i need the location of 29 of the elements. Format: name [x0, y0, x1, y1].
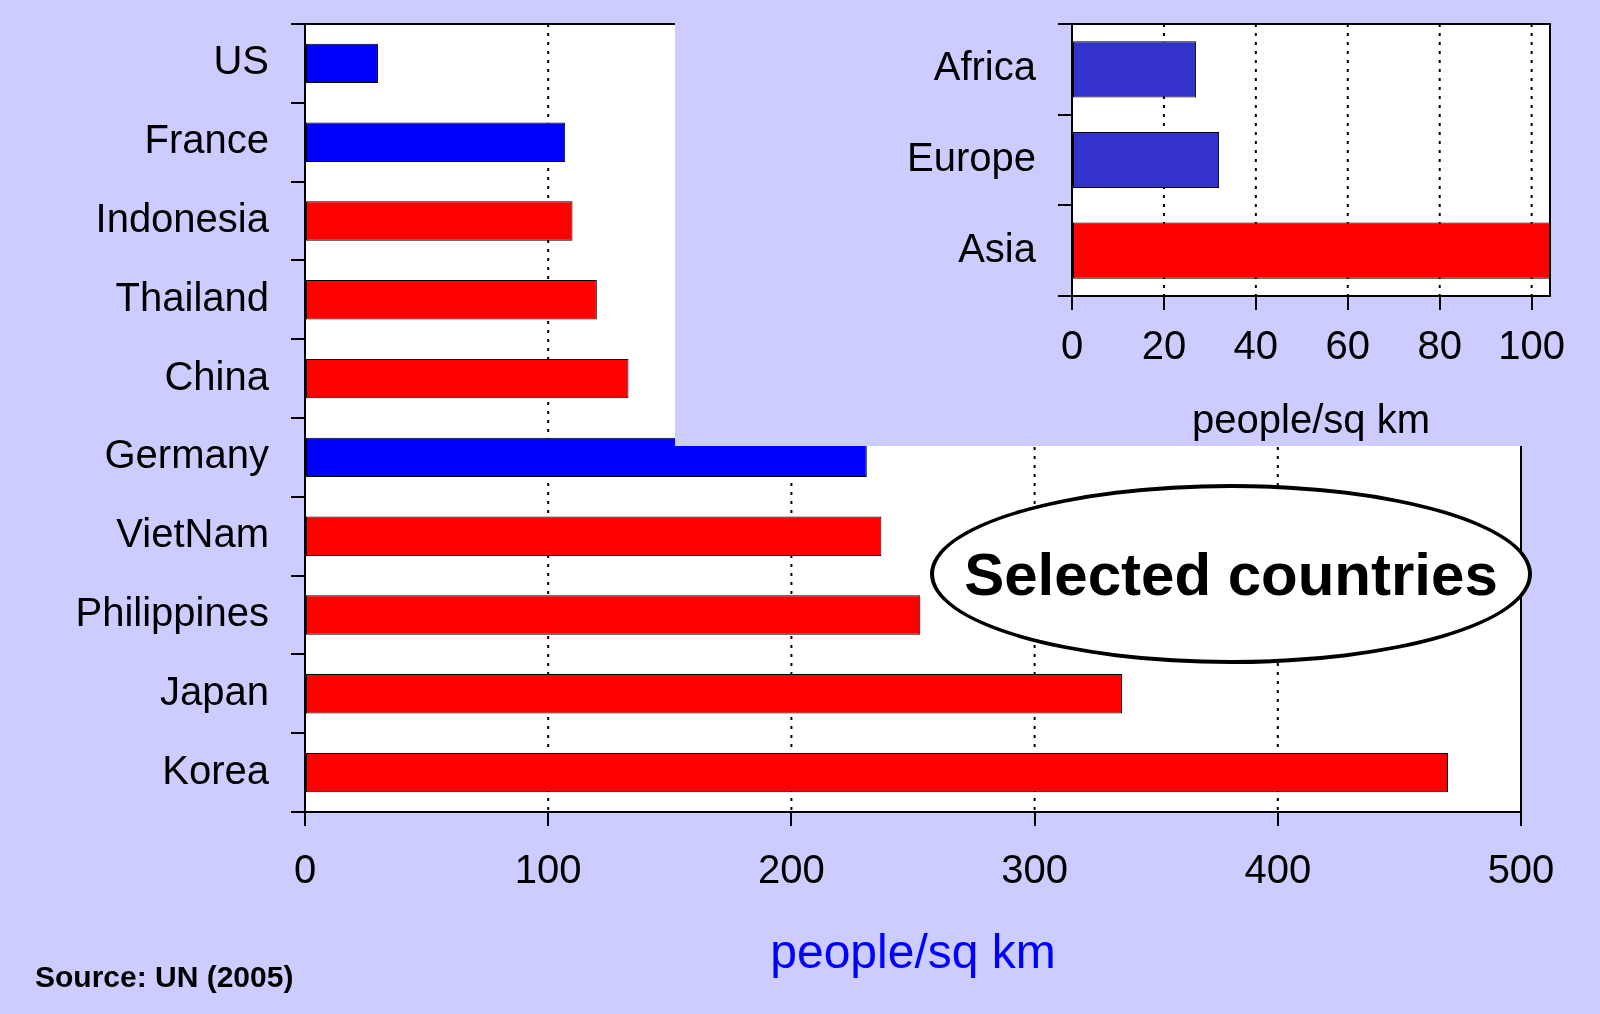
x-tick-label: 20	[1141, 323, 1187, 368]
y-tick-label: Philippines	[75, 590, 269, 635]
x-tick-label: 0	[293, 847, 317, 892]
x-tick-label: 300	[1001, 847, 1068, 892]
x-tick-label: 100	[1498, 323, 1565, 368]
y-tick-label: Africa	[933, 44, 1037, 89]
y-tick-label: Indonesia	[95, 196, 270, 241]
x-tick-label: 200	[758, 847, 825, 892]
x-tick-label: 100	[514, 847, 582, 892]
y-tick-label: US	[213, 38, 269, 83]
x-tick-label: 40	[1233, 323, 1279, 368]
y-tick-label: VietNam	[116, 511, 269, 556]
x-axis-title: people/sq km	[770, 925, 1056, 979]
y-tick-label: Korea	[162, 747, 270, 792]
x-tick-label: 0	[1060, 323, 1084, 368]
x-tick-label: 80	[1417, 323, 1462, 368]
x-tick-label: 500	[1487, 847, 1555, 892]
x-tick-label: 400	[1244, 847, 1312, 892]
y-tick-label: Japan	[160, 668, 269, 713]
y-tick-label: Thailand	[115, 274, 269, 319]
source-note: Source: UN (2005)	[35, 960, 294, 994]
y-tick-label: China	[164, 353, 270, 398]
y-tick-label: Europe	[907, 135, 1036, 180]
y-tick-label: Germany	[104, 432, 269, 477]
x-axis-title: people/sq km	[1192, 397, 1430, 442]
x-tick-label: 60	[1325, 323, 1371, 368]
y-tick-label: Asia	[958, 225, 1037, 270]
annotation: Selected countries	[930, 484, 1532, 664]
y-tick-label: France	[144, 117, 269, 162]
